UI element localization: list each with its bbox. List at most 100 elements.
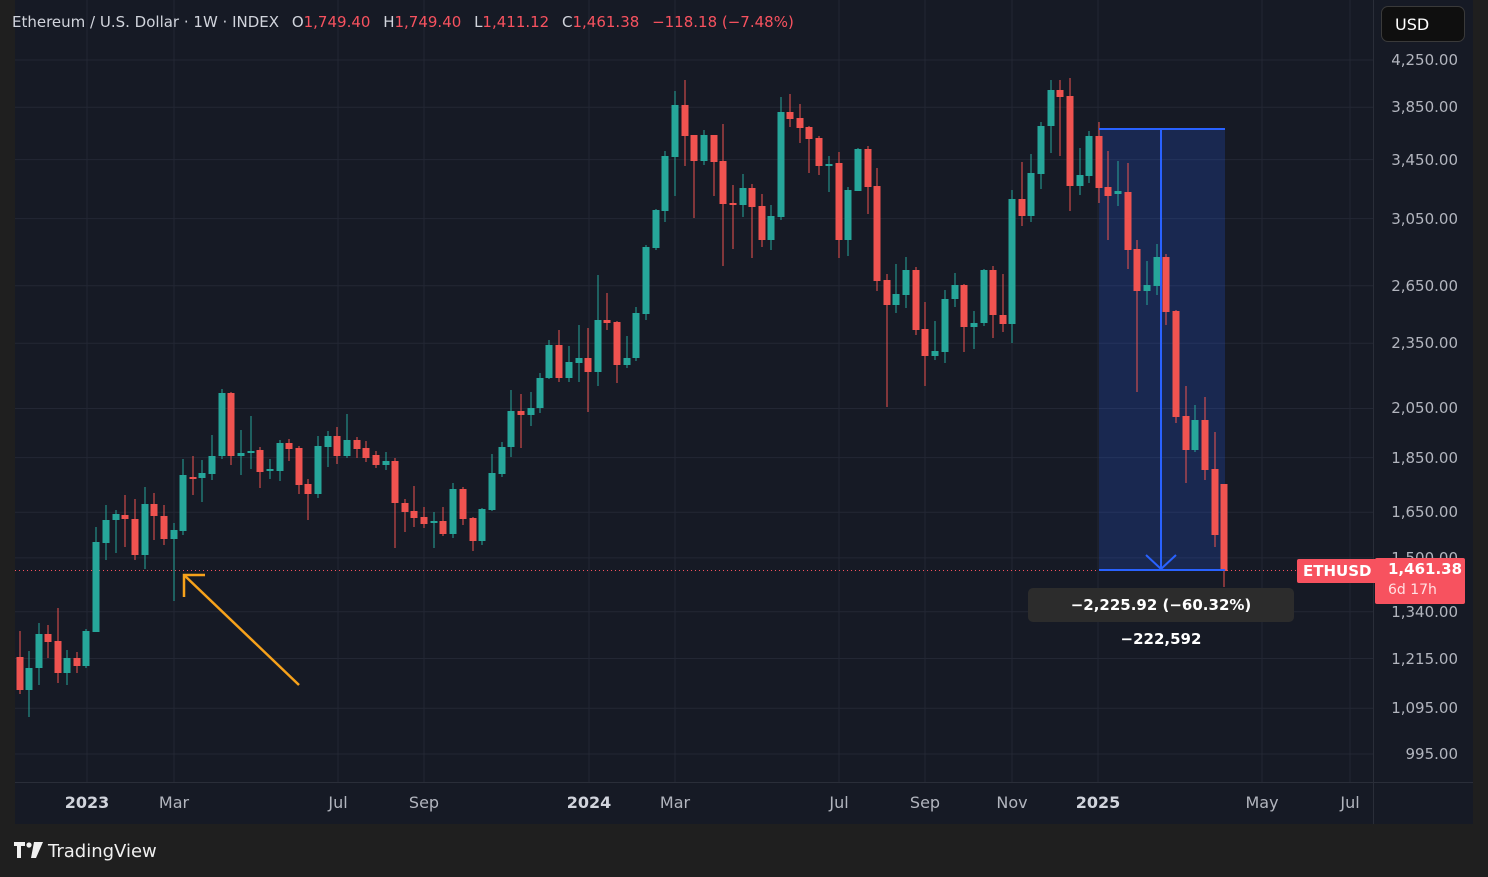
candle-body <box>710 135 718 162</box>
candle-body <box>748 188 756 207</box>
candle-body <box>902 270 910 295</box>
candle-body <box>1191 420 1199 450</box>
candle-body <box>247 451 255 453</box>
candle-body <box>980 270 988 323</box>
high-value: 1,749.40 <box>394 13 462 31</box>
candle-body <box>63 658 71 673</box>
tradingview-logo[interactable]: TradingView <box>14 838 157 864</box>
candle-body <box>796 118 804 128</box>
candle-body <box>285 443 293 449</box>
candle-body <box>729 203 737 205</box>
candle-body <box>1211 469 1219 535</box>
candle-body <box>921 329 929 356</box>
price-tick-label: 4,250.00 <box>1391 51 1458 69</box>
candle-body <box>786 112 794 119</box>
candle-body <box>883 280 891 305</box>
candle-body <box>931 351 939 356</box>
candle-body <box>449 489 457 534</box>
measurement-tooltip: −2,225.92 (−60.32%) −222,592 <box>1028 588 1294 648</box>
candle-body <box>623 358 631 365</box>
candlestick-plot[interactable] <box>15 0 1473 824</box>
last-price: 1,461.38 <box>1388 560 1463 578</box>
candle-body <box>1008 199 1016 324</box>
candle-body <box>603 320 611 323</box>
candle-body <box>835 163 843 240</box>
price-tick-label: 2,350.00 <box>1391 334 1458 353</box>
candle-body <box>1162 257 1170 312</box>
candle-body <box>102 520 110 543</box>
candle-body <box>951 285 959 299</box>
price-tick-label: 1,850.00 <box>1391 448 1458 467</box>
candle-body <box>314 446 322 494</box>
candle-body <box>478 509 486 541</box>
currency-button[interactable]: USD <box>1381 6 1465 42</box>
candle-body <box>661 156 669 211</box>
candle-body <box>1027 173 1035 216</box>
candle-body <box>295 448 303 485</box>
low-value: 1,411.12 <box>482 13 550 31</box>
price-tick-label: 2,650.00 <box>1391 276 1458 295</box>
time-tick-label: 2023 <box>64 793 110 812</box>
candle-body <box>671 105 679 157</box>
candle-body <box>1220 484 1228 571</box>
price-tick-label: 1,215.00 <box>1391 649 1458 668</box>
candle-body <box>498 447 506 474</box>
candle-body <box>844 190 852 240</box>
candle-body <box>1114 191 1122 194</box>
symbol-title[interactable]: Ethereum / U.S. Dollar · 1W · INDEX <box>12 13 280 31</box>
candle-body <box>1056 90 1064 97</box>
arrow-down-icon <box>1145 554 1177 571</box>
candle-body <box>805 127 813 139</box>
time-tick-label: Jul <box>1340 793 1360 812</box>
time-tick-label: 2025 <box>1075 793 1121 812</box>
candle-body <box>941 299 949 352</box>
candle-body <box>469 518 477 541</box>
candle-body <box>1066 96 1074 186</box>
candle-body <box>613 322 621 365</box>
time-tick-label: Jul <box>328 793 348 812</box>
candle-body <box>1104 187 1112 196</box>
candle-body <box>632 313 640 358</box>
change-value: −118.18 (−7.48%) <box>652 13 794 31</box>
candle-body <box>536 378 544 408</box>
candle-body <box>170 530 178 539</box>
candle-body <box>584 358 592 372</box>
candle-body <box>35 634 43 668</box>
candle-body <box>854 149 862 191</box>
candle-body <box>401 503 409 512</box>
candle-body <box>1172 311 1180 417</box>
candle-body <box>237 453 245 456</box>
candle-body <box>1133 249 1141 291</box>
candle-body <box>1076 175 1084 186</box>
last-price-label: 1,461.38 6d 17h <box>1375 558 1465 604</box>
price-tick-label: 3,850.00 <box>1391 98 1458 117</box>
close-value: 1,461.38 <box>572 13 640 31</box>
candle-body <box>873 186 881 281</box>
candle-body <box>681 105 689 136</box>
candle-body <box>353 440 361 449</box>
candle-body <box>652 210 660 248</box>
price-tick-label: 3,050.00 <box>1391 209 1458 228</box>
candle-body <box>892 294 900 305</box>
candle-body <box>700 135 708 161</box>
candle-body <box>815 138 823 166</box>
candle-body <box>960 285 968 327</box>
candle-body <box>1018 199 1026 216</box>
candle-body <box>112 514 120 520</box>
candle-body <box>777 112 785 217</box>
candle-body <box>198 473 206 478</box>
candle-body <box>690 135 698 161</box>
candle-body <box>488 473 496 510</box>
candle-body <box>1153 257 1161 286</box>
candle-body <box>864 149 872 187</box>
candle-body <box>372 455 380 465</box>
candle-body <box>343 440 351 456</box>
candle-body <box>594 320 602 372</box>
chart-frame[interactable] <box>15 0 1473 824</box>
candle-body <box>227 393 235 456</box>
candle-body <box>150 504 158 516</box>
candle-body <box>218 393 226 456</box>
candle-body <box>1201 420 1209 470</box>
candle-body <box>131 519 139 555</box>
candle-body <box>1037 126 1045 174</box>
